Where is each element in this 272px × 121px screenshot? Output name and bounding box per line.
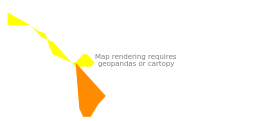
Text: Map rendering requires
geopandas or cartopy: Map rendering requires geopandas or cart… bbox=[95, 54, 177, 67]
Polygon shape bbox=[8, 12, 94, 67]
Polygon shape bbox=[76, 63, 106, 117]
